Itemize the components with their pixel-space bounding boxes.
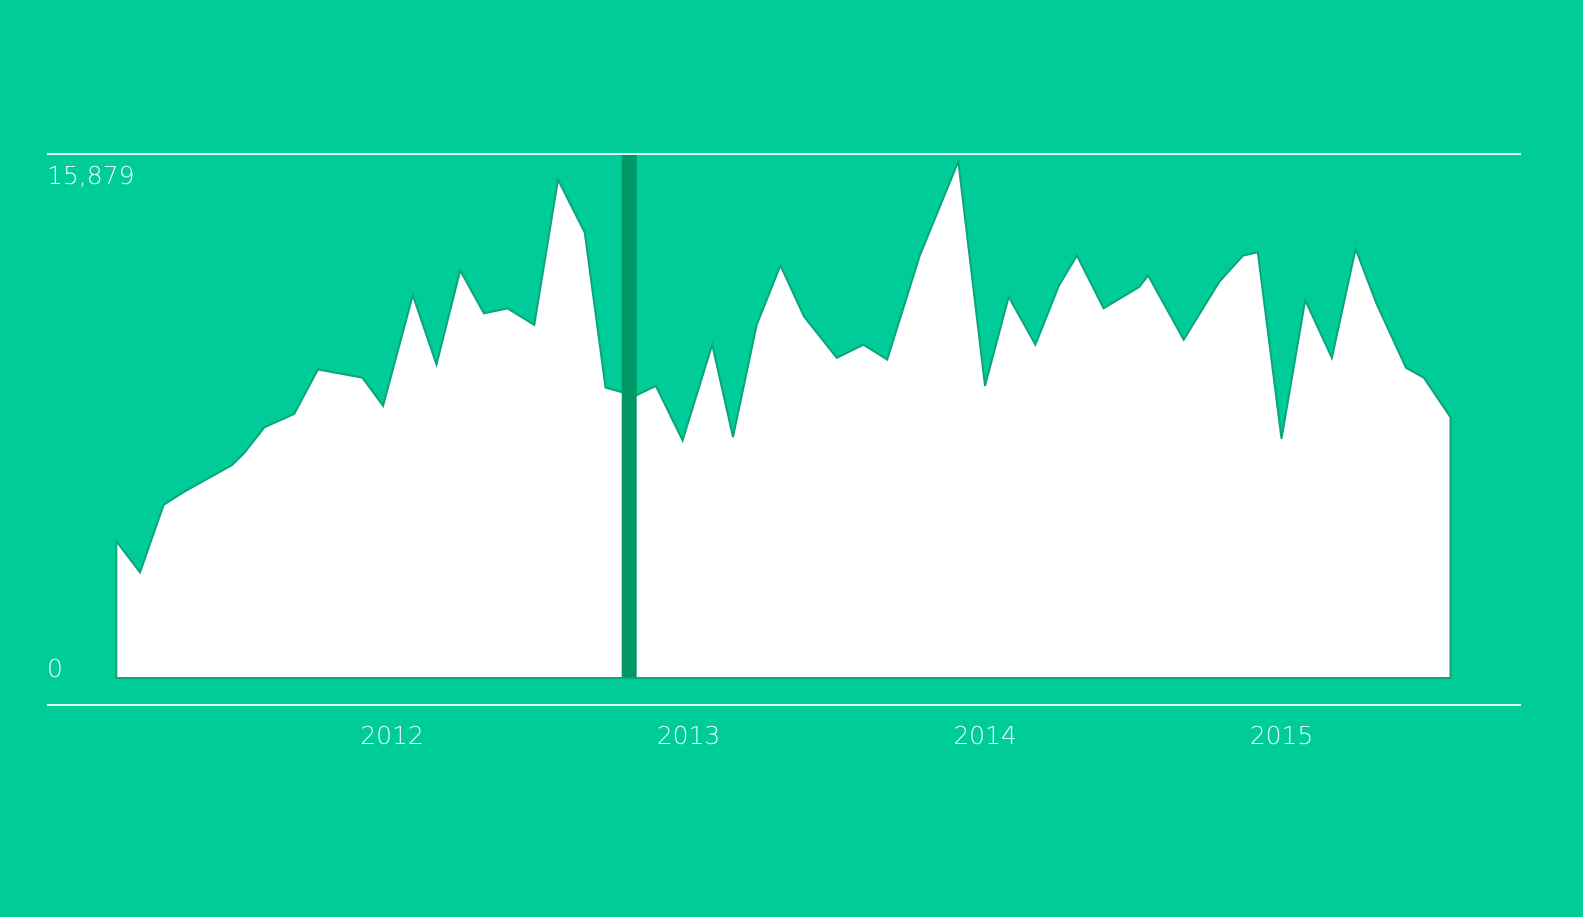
x-tick-label-2012: 2012 [360, 721, 424, 750]
x-tick-label-2014: 2014 [953, 721, 1017, 750]
x-tick-label-2015: 2015 [1250, 721, 1314, 750]
y-tick-label-min: 0 [47, 654, 63, 683]
x-tick-label-2013: 2013 [657, 721, 721, 750]
y-tick-label-max: 15,879 [47, 161, 134, 190]
time-marker-bar[interactable] [621, 155, 637, 677]
area-series [115, 157, 1452, 679]
